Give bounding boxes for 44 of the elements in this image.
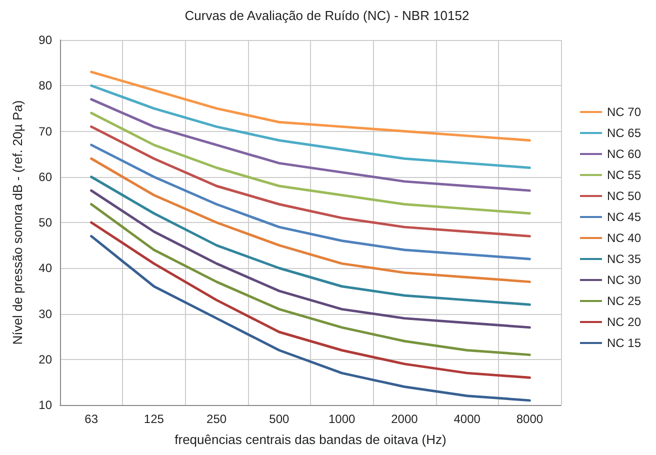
x-tick-label: 63 bbox=[84, 412, 98, 426]
legend-label: NC 50 bbox=[606, 189, 642, 203]
x-tick-label: 250 bbox=[206, 412, 227, 426]
line-series bbox=[90, 176, 531, 306]
line-series bbox=[90, 144, 531, 260]
y-tick-label: 30 bbox=[38, 306, 52, 321]
legend-label: NC 30 bbox=[606, 273, 642, 287]
y-tick-label: 80 bbox=[38, 78, 52, 93]
legend-label: NC 20 bbox=[606, 315, 642, 329]
y-tick-label: 10 bbox=[38, 398, 52, 412]
y-tick-label: 90 bbox=[38, 33, 52, 47]
y-tick-label: 20 bbox=[38, 352, 52, 366]
line-series bbox=[90, 221, 531, 379]
x-tick-label: 8000 bbox=[516, 412, 544, 426]
line-series bbox=[90, 234, 531, 402]
line-series bbox=[90, 84, 531, 169]
legend-label: NC 45 bbox=[606, 210, 642, 224]
y-tick-label: 50 bbox=[38, 216, 52, 230]
x-axis-title: frequências centrais das bandas de oitava (Hz) bbox=[174, 432, 446, 447]
legend-label: NC 60 bbox=[606, 147, 642, 161]
chart-title: Curvas de Avaliação de Ruído (NC) - NBR 10152 bbox=[184, 8, 470, 23]
line-series bbox=[90, 189, 531, 329]
x-tick-label: 2000 bbox=[391, 412, 418, 426]
line-series bbox=[90, 98, 531, 192]
legend-label: NC 35 bbox=[606, 252, 642, 266]
legend-label: NC 25 bbox=[606, 294, 642, 308]
x-tick-label: 125 bbox=[144, 412, 164, 426]
line-series bbox=[90, 70, 531, 142]
legend-label: NC 70 bbox=[606, 105, 642, 119]
legend-label: NC 40 bbox=[606, 231, 642, 245]
line-series bbox=[90, 112, 531, 215]
line-series bbox=[90, 157, 531, 284]
line-series bbox=[90, 125, 531, 238]
y-tick-label: 40 bbox=[38, 261, 52, 276]
x-tick-label: 4000 bbox=[454, 412, 481, 426]
y-axis-title: Nível de pressão sonora dB - (ref. 20µ Pa) bbox=[10, 100, 25, 345]
x-tick-label: 1000 bbox=[328, 412, 356, 426]
line-series bbox=[90, 203, 531, 356]
legend-label: NC 65 bbox=[606, 126, 642, 140]
y-tick-label: 60 bbox=[38, 170, 52, 184]
x-tick-label: 500 bbox=[269, 412, 290, 426]
y-tick-label: 70 bbox=[38, 124, 52, 138]
legend-label: NC 15 bbox=[606, 336, 642, 350]
legend-label: NC 55 bbox=[606, 168, 642, 182]
